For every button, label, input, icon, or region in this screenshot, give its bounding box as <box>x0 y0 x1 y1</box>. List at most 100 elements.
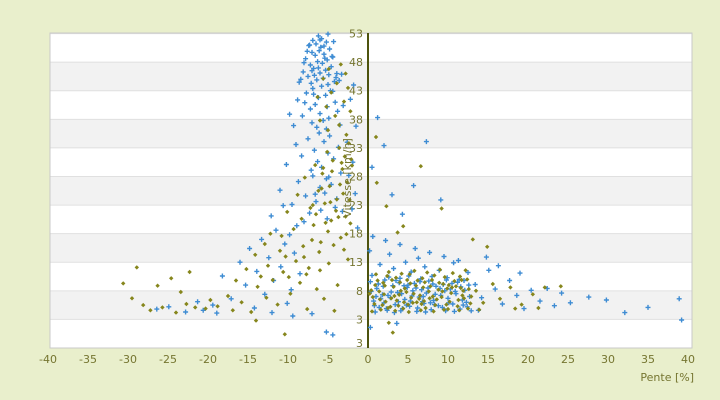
data-point-diamond <box>458 285 463 291</box>
data-point-cross <box>439 304 445 310</box>
data-point-diamond <box>389 296 394 301</box>
data-point-diamond <box>453 284 459 289</box>
data-point-cross <box>283 162 289 167</box>
data-point-cross <box>425 285 431 291</box>
data-point-diamond <box>253 252 258 257</box>
data-point-cross <box>645 304 651 310</box>
plot-band <box>50 319 692 348</box>
y-tick-label: 53 <box>349 28 363 41</box>
data-point-diamond <box>325 229 331 234</box>
data-point-cross <box>315 159 321 165</box>
data-point-cross <box>551 303 557 309</box>
data-point-diamond <box>405 277 410 283</box>
data-point-cross <box>367 324 373 330</box>
data-point-diamond <box>344 232 349 237</box>
data-point-diamond <box>386 269 391 275</box>
data-point-cross <box>403 259 409 265</box>
data-point-cross <box>507 278 513 283</box>
data-point-diamond <box>452 278 457 284</box>
data-point-cross <box>291 123 297 129</box>
data-point-cross <box>426 278 432 284</box>
data-point-cross <box>369 164 375 170</box>
data-point-cross <box>463 299 469 305</box>
data-point-cross <box>310 173 316 179</box>
data-point-diamond <box>330 158 335 163</box>
data-point-cross <box>432 291 438 297</box>
data-point-cross <box>309 49 315 55</box>
data-point-cross <box>460 302 466 308</box>
data-point-diamond <box>401 300 407 305</box>
data-point-cross <box>388 289 394 295</box>
data-point-cross <box>676 296 682 302</box>
data-point-cross <box>453 291 459 297</box>
data-point-diamond <box>321 296 327 301</box>
data-point-cross <box>427 300 433 306</box>
data-point-diamond <box>417 293 423 298</box>
data-point-cross <box>300 69 306 75</box>
data-point-cross <box>422 264 428 270</box>
data-point-diamond <box>349 163 355 168</box>
data-point-cross <box>290 313 296 319</box>
data-point-diamond <box>338 62 343 67</box>
data-point-diamond <box>193 305 198 310</box>
data-point-diamond <box>439 206 444 211</box>
data-point-diamond <box>415 278 420 283</box>
data-point-diamond <box>318 240 323 245</box>
data-point-cross <box>391 266 397 271</box>
data-point-cross <box>309 311 315 317</box>
x-tick-label: -30 <box>119 353 137 366</box>
data-point-diamond <box>449 290 454 296</box>
data-point-diamond <box>344 132 349 137</box>
data-point-diamond <box>258 274 263 279</box>
gridlines <box>50 33 692 320</box>
data-point-cross <box>287 232 293 238</box>
data-point-cross <box>312 102 318 107</box>
data-point-cross <box>322 55 328 61</box>
data-point-diamond <box>449 285 455 290</box>
data-point-diamond <box>268 231 273 236</box>
data-point-cross <box>445 295 451 301</box>
data-point-cross <box>310 86 316 91</box>
x-tick-label: 25 <box>561 353 575 366</box>
data-point-cross <box>327 133 333 139</box>
x-tick-label: 40 <box>681 353 695 366</box>
data-point-diamond <box>425 270 430 275</box>
data-point-cross <box>349 206 355 212</box>
data-point-cross <box>324 216 330 222</box>
data-point-cross <box>326 115 332 121</box>
data-point-cross <box>319 83 325 89</box>
data-point-diamond <box>393 308 398 313</box>
data-point-cross <box>387 251 393 257</box>
data-point-cross <box>528 287 534 293</box>
data-point-cross <box>431 298 437 303</box>
data-point-cross <box>347 96 353 102</box>
data-point-diamond <box>299 216 304 221</box>
data-point-diamond <box>395 230 400 235</box>
data-point-cross <box>398 308 404 314</box>
data-point-cross <box>314 124 320 130</box>
data-point-cross <box>537 298 543 304</box>
data-point-cross <box>333 75 339 81</box>
data-point-cross <box>415 305 421 311</box>
data-point-cross <box>521 306 527 312</box>
data-point-diamond <box>450 270 455 276</box>
data-point-diamond <box>465 306 471 311</box>
data-point-cross <box>315 59 321 65</box>
data-point-diamond <box>519 302 524 307</box>
data-point-diamond <box>148 308 153 313</box>
data-point-diamond <box>419 301 424 307</box>
data-point-cross <box>433 283 439 289</box>
data-point-diamond <box>446 282 451 288</box>
data-point-cross <box>319 60 325 66</box>
data-point-cross <box>455 258 461 263</box>
data-point-cross <box>411 183 417 189</box>
data-point-diamond <box>384 204 389 209</box>
data-point-diamond <box>225 293 231 299</box>
data-point-cross <box>321 43 327 49</box>
plot-band <box>50 233 692 263</box>
data-point-diamond <box>346 141 351 146</box>
data-point-diamond <box>536 305 541 311</box>
data-point-cross <box>423 139 429 145</box>
data-point-cross <box>277 187 283 193</box>
data-point-cross <box>262 291 268 297</box>
